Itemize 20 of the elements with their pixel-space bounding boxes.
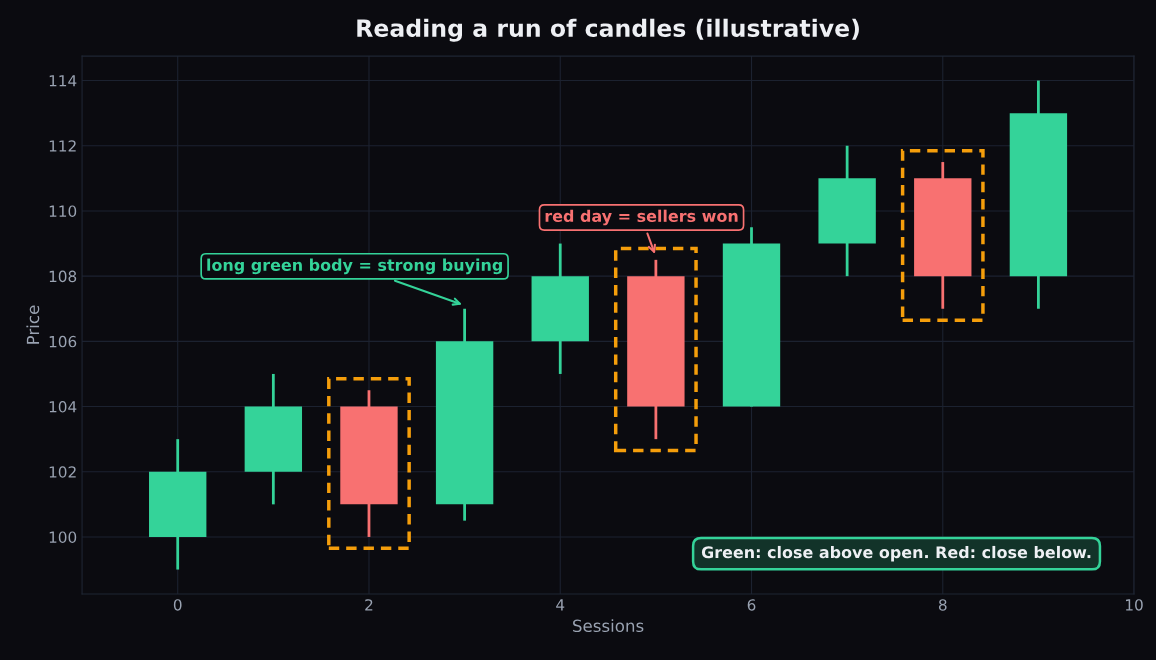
y-tick-label: 106	[49, 335, 77, 348]
y-tick-label: 112	[49, 140, 76, 152]
x-tick-label: 6	[747, 599, 756, 611]
x-tick-label: 4	[556, 599, 565, 611]
x-tick-label: 2	[365, 599, 373, 611]
x-axis-title: Sessions	[573, 619, 644, 633]
y-tick-label: 114	[49, 75, 77, 87]
y-tick-label: 104	[49, 401, 77, 413]
x-tick-label: 10	[1125, 599, 1143, 611]
y-tick-label: 108	[49, 270, 77, 283]
annotation: red day = sellers won	[545, 209, 738, 226]
y-tick-label: 100	[49, 531, 77, 543]
annotation: long green body = strong buying	[207, 258, 502, 275]
annotation: Green: close above open. Red: close below.	[701, 545, 1091, 562]
y-axis-title: Price	[26, 305, 40, 344]
y-tick-label: 102	[49, 466, 76, 478]
x-tick-label: 0	[173, 599, 182, 611]
y-tick-label: 110	[49, 205, 77, 217]
x-tick-label: 8	[938, 599, 947, 611]
chart-title: Reading a run of candles (illustrative)	[357, 18, 859, 42]
